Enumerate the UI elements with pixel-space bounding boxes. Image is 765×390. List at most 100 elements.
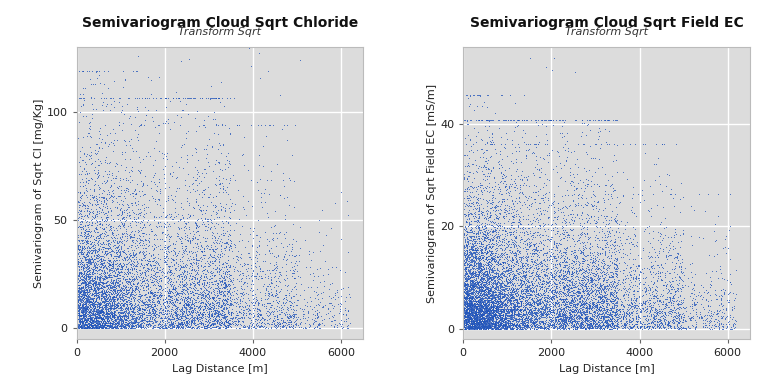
Point bbox=[659, 311, 671, 317]
Point bbox=[576, 282, 588, 288]
Point bbox=[528, 321, 540, 328]
Point bbox=[630, 312, 642, 319]
Point bbox=[95, 267, 107, 273]
Point bbox=[479, 301, 491, 307]
Point bbox=[506, 294, 518, 300]
Point bbox=[590, 282, 602, 288]
Point bbox=[473, 315, 485, 321]
Point bbox=[83, 320, 95, 326]
Point bbox=[129, 316, 142, 322]
Point bbox=[579, 233, 591, 239]
Point bbox=[190, 317, 202, 323]
Point bbox=[92, 318, 104, 324]
Point bbox=[553, 303, 565, 309]
Point bbox=[462, 261, 474, 267]
Point bbox=[130, 211, 142, 217]
Point bbox=[486, 314, 498, 321]
Point bbox=[478, 302, 490, 308]
Point bbox=[288, 269, 300, 276]
Point bbox=[169, 309, 181, 316]
Point bbox=[133, 307, 145, 313]
Point bbox=[502, 296, 514, 302]
Point bbox=[522, 311, 535, 317]
Point bbox=[566, 275, 578, 282]
Point bbox=[93, 289, 105, 295]
Point bbox=[91, 240, 103, 246]
Point bbox=[153, 293, 165, 299]
Point bbox=[80, 235, 92, 241]
Point bbox=[579, 182, 591, 188]
Point bbox=[697, 324, 709, 330]
Point bbox=[467, 312, 480, 319]
Point bbox=[464, 322, 477, 328]
Point bbox=[616, 242, 628, 248]
Point bbox=[458, 299, 470, 305]
Point bbox=[580, 267, 592, 273]
Point bbox=[474, 314, 487, 320]
Point bbox=[621, 311, 633, 317]
Point bbox=[295, 323, 308, 330]
Point bbox=[458, 323, 470, 329]
Point bbox=[500, 297, 512, 303]
Point bbox=[488, 320, 500, 326]
Point bbox=[122, 223, 134, 229]
Point bbox=[562, 292, 574, 298]
Point bbox=[577, 225, 589, 231]
Point bbox=[553, 268, 565, 275]
Point bbox=[133, 267, 145, 273]
Point bbox=[470, 251, 482, 257]
Point bbox=[174, 314, 187, 321]
Point bbox=[487, 315, 499, 321]
Point bbox=[563, 309, 575, 316]
Point bbox=[91, 321, 103, 327]
Point bbox=[571, 252, 583, 259]
Point bbox=[483, 274, 496, 280]
Point bbox=[517, 190, 529, 197]
Point bbox=[76, 280, 89, 286]
Point bbox=[662, 248, 674, 255]
Point bbox=[222, 150, 234, 156]
Point bbox=[479, 300, 491, 306]
Point bbox=[217, 314, 230, 320]
Point bbox=[470, 287, 483, 293]
Point bbox=[272, 307, 285, 313]
Point bbox=[473, 271, 485, 277]
Point bbox=[136, 269, 148, 275]
Point bbox=[249, 325, 262, 332]
Point bbox=[274, 323, 286, 329]
Point bbox=[190, 261, 203, 268]
Point bbox=[105, 272, 117, 278]
Point bbox=[93, 221, 106, 227]
Point bbox=[87, 314, 99, 320]
Point bbox=[500, 282, 512, 288]
Point bbox=[582, 287, 594, 293]
Point bbox=[536, 323, 548, 330]
Point bbox=[78, 294, 90, 300]
Point bbox=[277, 317, 289, 324]
Point bbox=[83, 273, 95, 279]
Point bbox=[466, 320, 478, 326]
Point bbox=[530, 156, 542, 163]
Point bbox=[94, 309, 106, 316]
Point bbox=[461, 322, 473, 328]
Point bbox=[73, 219, 86, 225]
Point bbox=[162, 269, 174, 275]
Point bbox=[673, 277, 685, 283]
Point bbox=[471, 324, 483, 330]
Point bbox=[243, 297, 256, 303]
Point bbox=[588, 202, 600, 209]
Point bbox=[181, 312, 194, 318]
Point bbox=[481, 260, 493, 266]
Point bbox=[617, 306, 629, 312]
Point bbox=[80, 322, 92, 328]
Point bbox=[476, 220, 488, 226]
Point bbox=[606, 259, 618, 265]
Point bbox=[523, 288, 535, 294]
Point bbox=[170, 312, 182, 319]
Point bbox=[130, 266, 142, 272]
Point bbox=[98, 271, 110, 277]
Point bbox=[463, 326, 475, 332]
Point bbox=[474, 301, 486, 307]
Point bbox=[458, 302, 470, 308]
Point bbox=[480, 248, 493, 254]
